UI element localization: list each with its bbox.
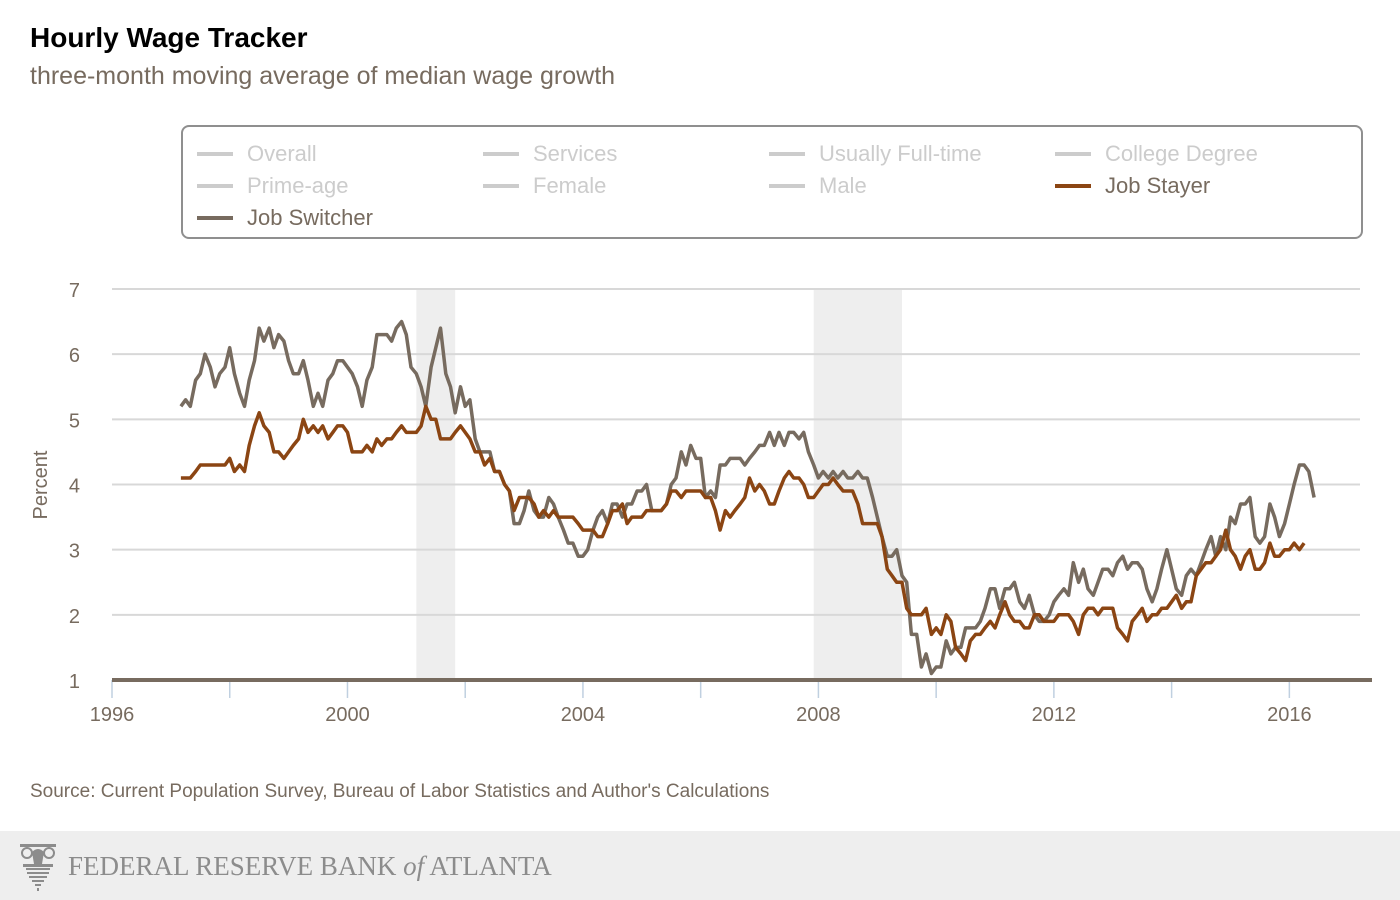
y-tick-label: 6 [69,345,80,367]
legend-item-college-degree[interactable]: College Degree [1055,140,1258,168]
legend-swatch [483,152,519,156]
legend-label: Male [819,173,867,198]
legend-swatch [1055,152,1091,156]
org-name-of: of [403,851,425,881]
chart-title: Hourly Wage Tracker [30,22,308,53]
source-note: Source: Current Population Survey, Burea… [30,781,770,802]
legend-label: Services [533,141,618,166]
legend-item-job-switcher[interactable]: Job Switcher [197,204,373,232]
legend-item-male[interactable]: Male [769,172,867,200]
x-tick-label: 2000 [325,704,370,726]
legend-label: College Degree [1105,141,1258,166]
y-tick-label: 2 [69,606,80,628]
y-tick-label: 4 [69,476,80,498]
legend-swatch [769,184,805,188]
series-lines [179,319,1316,676]
legend-item-overall[interactable]: Overall [197,140,317,168]
y-tick-label: 3 [69,541,80,563]
legend-swatch [769,152,805,156]
org-name-part: FEDERAL RESERVE BANK [68,851,404,881]
legend-label: Usually Full-time [819,141,982,166]
legend-item-usually-full-time[interactable]: Usually Full-time [769,140,982,168]
legend-item-job-stayer[interactable]: Job Stayer [1055,172,1210,200]
x-tick-label: 2016 [1267,704,1312,726]
x-tick-label: 2008 [796,704,841,726]
legend-swatch [197,184,233,188]
legend-label: Overall [247,141,317,166]
org-name-part: ATLANTA [424,851,552,881]
x-tick-label: 2012 [1032,704,1077,726]
y-axis-label: Percent [30,450,52,519]
series-line-job-switcher [179,319,1316,676]
line-chart: 1 2 3 4 5 6 7 1996 2000 2004 2008 2012 2016 Percent [30,280,1372,726]
legend-item-services[interactable]: Services [483,140,617,168]
column-capital-icon [20,844,56,891]
axes: 1996 2000 2004 2008 2012 2016 [90,678,1372,726]
series-line-job-stayer [180,404,1306,663]
legend: Overall Services Usually Full-time Colle… [181,125,1363,239]
legend-label: Job Switcher [247,205,373,230]
legend-label: Job Stayer [1105,173,1211,198]
legend-item-prime-age[interactable]: Prime-age [197,172,348,200]
footer-banner: FEDERAL RESERVE BANK of ATLANTA [0,831,1400,900]
org-name: FEDERAL RESERVE BANK of ATLANTA [68,851,552,882]
x-tick-label: 2004 [561,704,606,726]
y-tick-label: 1 [69,671,80,693]
x-tick-label: 1996 [90,704,135,726]
legend-swatch [197,216,233,220]
chart-subtitle: three-month moving average of median wag… [30,62,616,90]
y-tick-label: 5 [69,410,80,432]
legend-label: Female [533,173,607,198]
legend-swatch [1055,184,1091,188]
legend-item-female[interactable]: Female [483,172,606,200]
y-tick-label: 7 [69,280,80,302]
legend-swatch [483,184,519,188]
legend-swatch [197,152,233,156]
legend-label: Prime-age [247,173,349,198]
